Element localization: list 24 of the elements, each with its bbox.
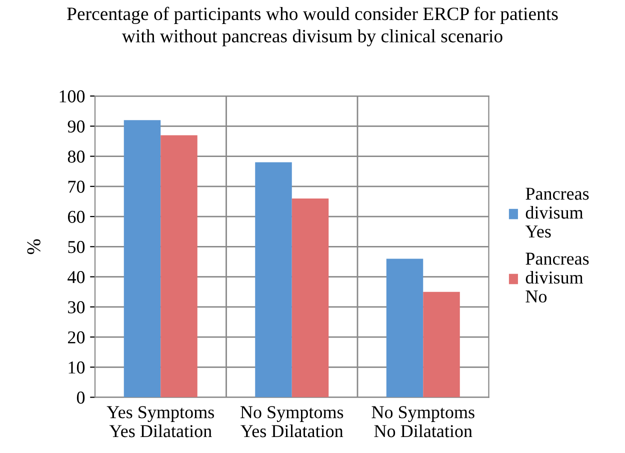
- y-tick-label: 100: [60, 90, 85, 102]
- bar: [292, 198, 329, 398]
- y-tick-label: 30: [68, 301, 85, 314]
- y-tick-label: 90: [68, 120, 85, 133]
- y-tick-label: 80: [68, 150, 85, 163]
- chart-title: Percentage of participants who would consider ERCP for patients with without pancreas divisum by clinical scenario: [67, 6, 558, 46]
- x-tick-label: Yes Symptoms Yes Dilatation: [106, 406, 214, 438]
- y-tick-label: 60: [68, 210, 85, 223]
- y-tick-label: 10: [68, 361, 85, 374]
- y-axis-title: %: [27, 239, 40, 254]
- bar: [386, 258, 424, 398]
- y-tick-label: 70: [68, 180, 85, 193]
- bar: [255, 162, 292, 398]
- legend-label: Pancreas divisum Yes: [525, 188, 589, 238]
- y-tick-label: 50: [68, 240, 85, 254]
- x-tick-label: No Symptoms Yes Dilatation: [240, 406, 344, 438]
- y-tick-label: 20: [68, 331, 85, 344]
- y-tick-label: 0: [76, 392, 85, 404]
- bar: [124, 120, 161, 398]
- bar: [160, 135, 198, 398]
- legend-label: Pancreas divisum No: [526, 252, 589, 303]
- y-tick-label: 40: [68, 271, 85, 284]
- bar: [423, 292, 460, 398]
- x-tick-label: No Symptoms No Dilatation: [372, 406, 474, 438]
